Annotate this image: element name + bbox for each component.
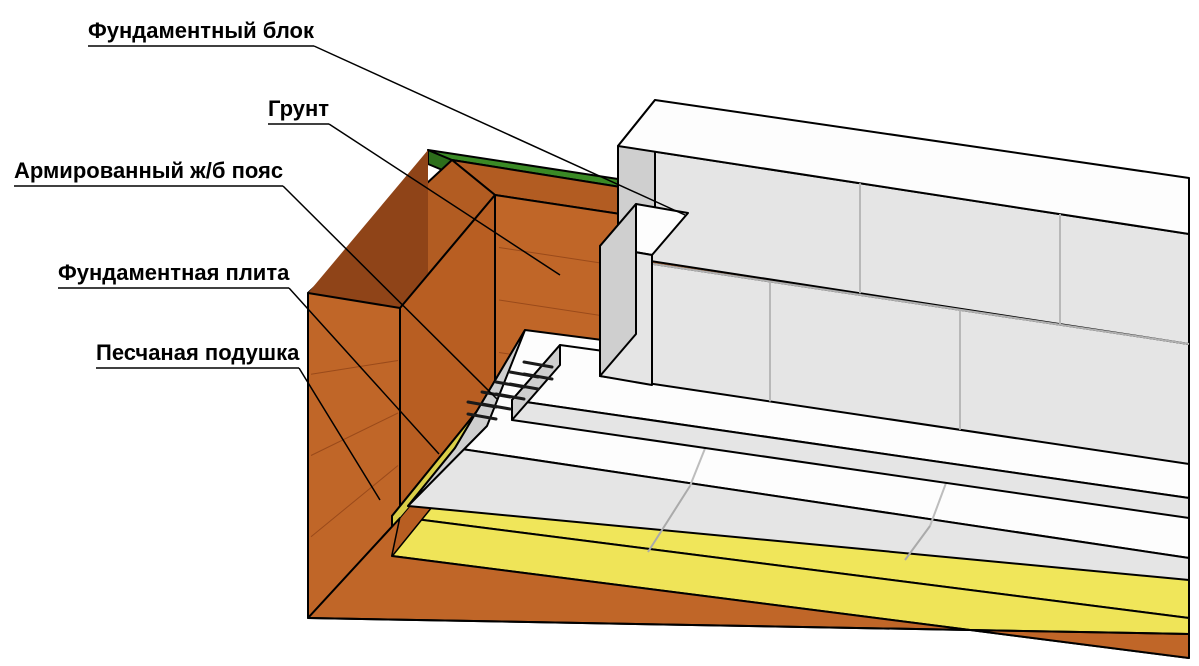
label-foundation-slab: Фундаментная плита xyxy=(58,260,289,286)
diagram-svg xyxy=(0,0,1199,666)
label-ground: Грунт xyxy=(268,96,329,122)
label-sand-cushion: Песчаная подушка xyxy=(96,340,299,366)
label-reinforced-belt: Армированный ж/б пояс xyxy=(14,158,283,184)
label-foundation-block: Фундаментный блок xyxy=(88,18,314,44)
diagram-stage: Фундаментный блок Грунт Армированный ж/б п… xyxy=(0,0,1199,666)
